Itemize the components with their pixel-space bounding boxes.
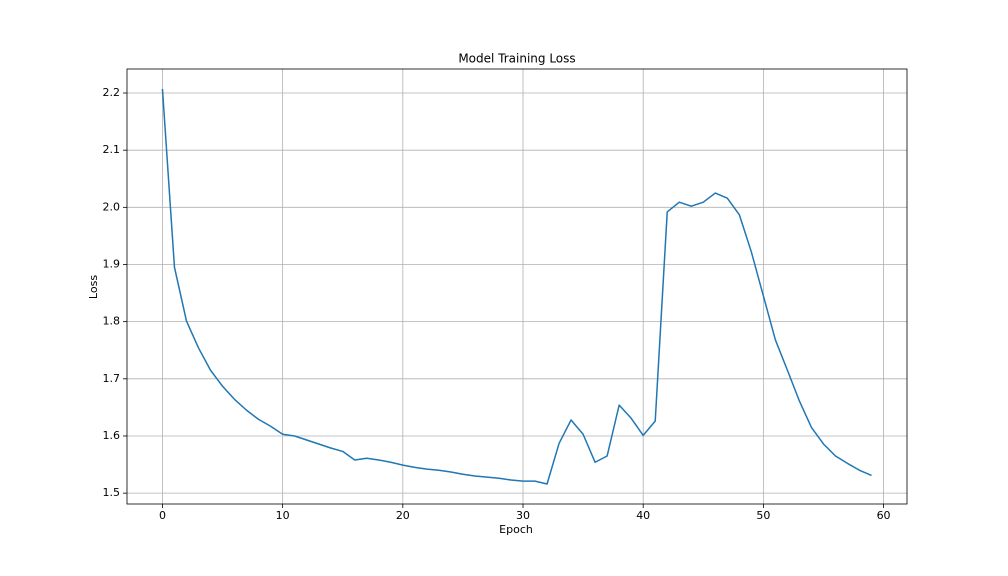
y-tick-label: 1.8 [103, 315, 121, 328]
y-tick-label: 2.0 [103, 200, 121, 213]
loss-line [161, 88, 872, 485]
chart-title: Model Training Loss [458, 52, 575, 66]
y-tick-label: 2.1 [103, 143, 121, 156]
x-tick-label: 60 [877, 509, 891, 522]
x-axis-label: Epoch [499, 523, 533, 536]
x-tick-label: 50 [756, 509, 770, 522]
x-tick-label: 30 [516, 509, 530, 522]
y-axis-label: Loss [87, 275, 100, 299]
y-tick-label: 1.6 [103, 429, 121, 442]
x-tick-label: 10 [276, 509, 290, 522]
x-tick-label: 40 [636, 509, 650, 522]
y-tick-label: 1.5 [103, 486, 121, 499]
plot-frame [126, 68, 908, 505]
y-tick-label: 1.9 [103, 257, 121, 270]
y-tick-label: 1.7 [103, 372, 121, 385]
x-tick-label: 20 [396, 509, 410, 522]
y-tick-label: 2.2 [103, 86, 121, 99]
x-tick-label: 0 [159, 509, 166, 522]
